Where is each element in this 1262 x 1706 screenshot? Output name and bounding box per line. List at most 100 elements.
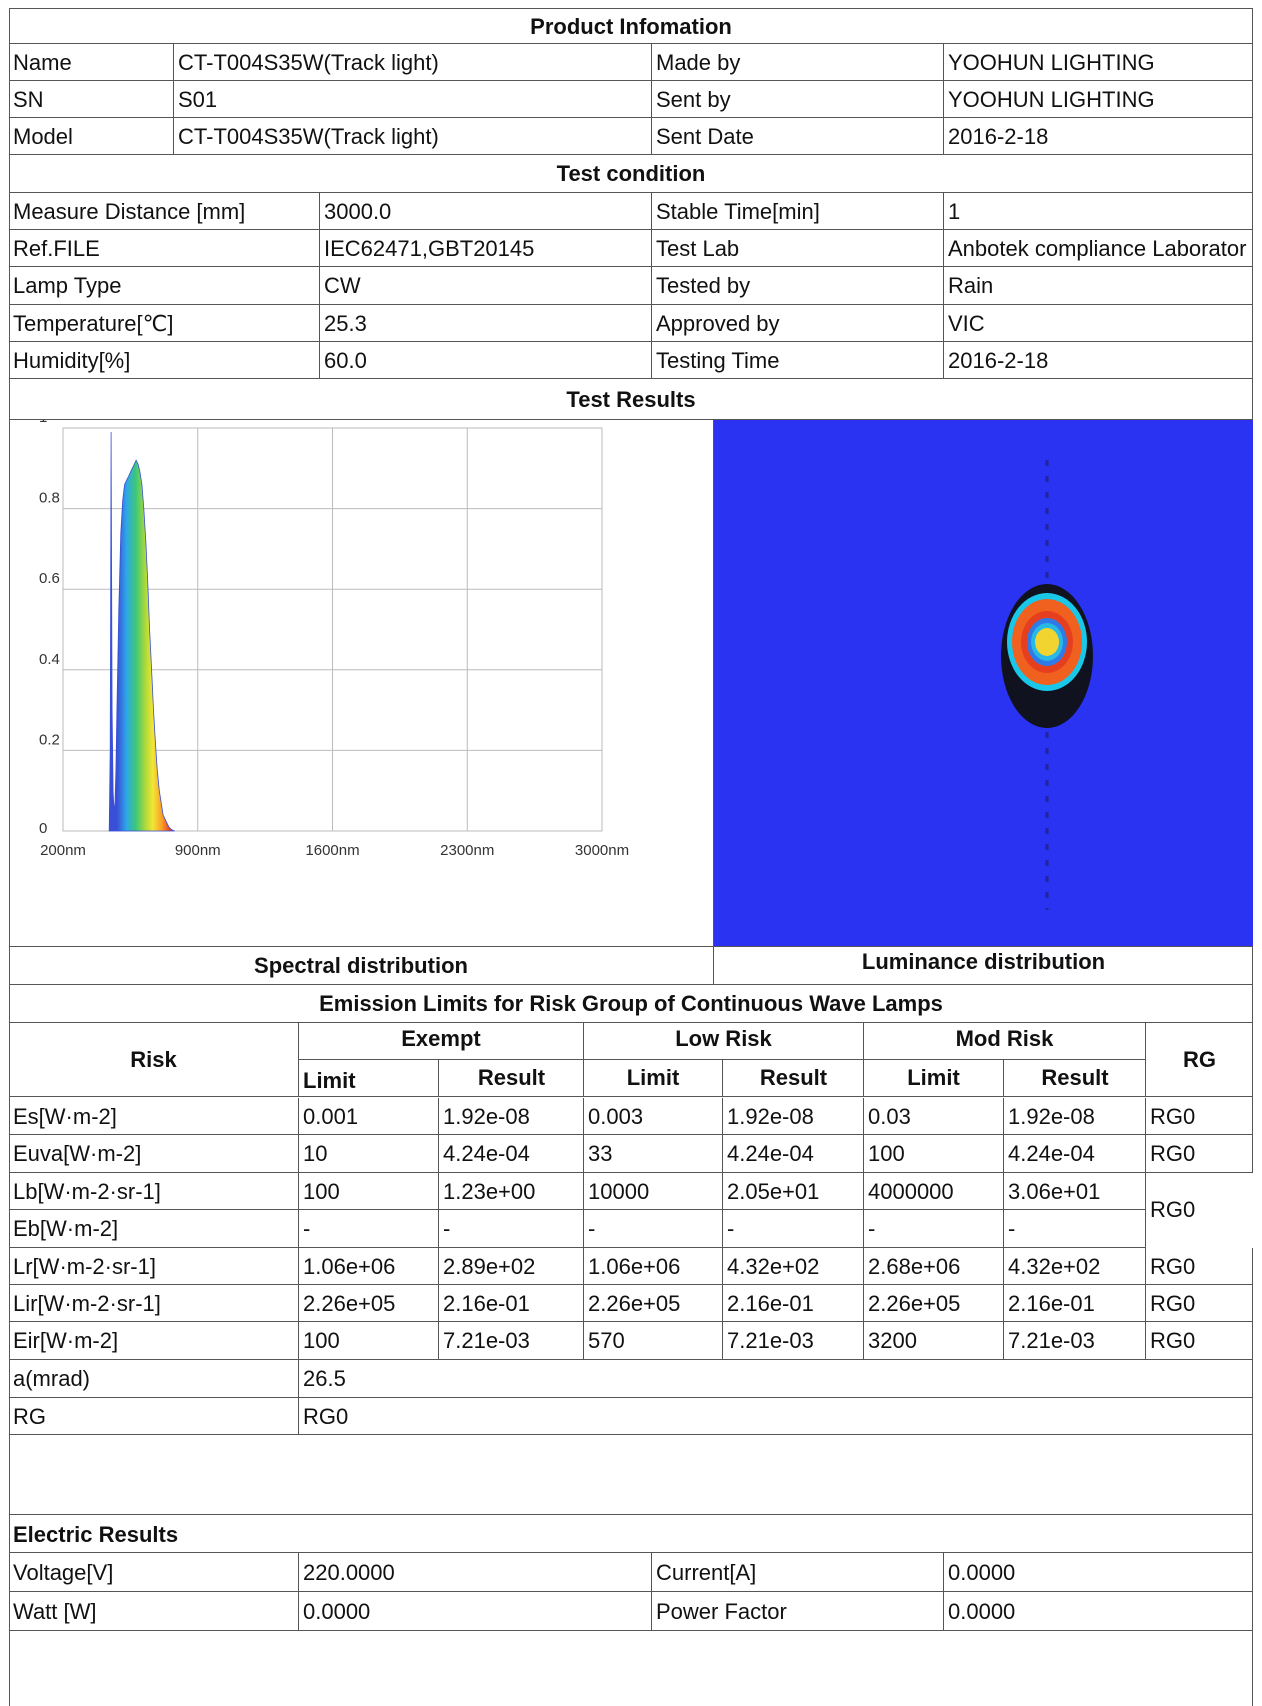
measure-distance-value: 3000.0 (320, 193, 652, 229)
testing-time-value: 2016-2-18 (948, 348, 1049, 373)
power-factor-label: Power Factor (652, 1592, 944, 1630)
made-by-value: YOOHUN LIGHTING (948, 50, 1155, 75)
sent-by-label: Sent by (652, 81, 944, 117)
limit-cell: 2.26e+05 (864, 1285, 1004, 1322)
emission-row: Eb[W·m-2] - - - - - - (9, 1210, 1253, 1248)
limit-cell: - (299, 1210, 439, 1247)
result-cell: 7.21e-03 (723, 1322, 864, 1359)
temperature-value: 25.3 (320, 305, 652, 341)
low-risk-header: Low Risk (584, 1023, 863, 1060)
emission-col-header: Risk Exempt Limit Result Low Risk Limit … (9, 1023, 1253, 1097)
sent-date-value: 2016-2-18 (948, 124, 1049, 149)
exempt-result-header: Result (477, 1065, 546, 1090)
sn-value: S01 (174, 81, 652, 117)
spectrum-series-0 (108, 431, 175, 832)
risk-name: Eb[W·m-2] (9, 1210, 299, 1247)
ref-file-label: Ref.FILE (9, 230, 320, 266)
result-cell: 1.92e-08 (1004, 1098, 1146, 1135)
luminance-image (714, 420, 1253, 946)
emission-header: Emission Limits for Risk Group of Contin… (9, 985, 1253, 1023)
test-results-title: Test Results (566, 387, 696, 412)
rg-cell: RG0 (1150, 1291, 1196, 1316)
chart-y-tick-label: 0.8 (39, 490, 60, 507)
power-factor-value: 0.0000 (948, 1599, 1016, 1624)
product-info-row: Name CT-T004S35W(Track light) Made by YO… (9, 44, 1253, 81)
chart-y-tick-label: 1 (39, 420, 47, 426)
luminance-image-panel (714, 420, 1253, 946)
result-cell: 2.16e-01 (439, 1285, 584, 1322)
risk-name: Lir[W·m-2·sr-1] (9, 1285, 299, 1322)
chart-y-tick-label: 0.2 (39, 731, 60, 748)
result-cell: - (439, 1210, 584, 1247)
chart-gridlines (62, 427, 603, 832)
testing-time-label: Testing Time (652, 342, 944, 378)
sn-label: SN (9, 81, 174, 117)
temperature-label: Temperature[℃] (9, 305, 320, 341)
made-by-label: Made by (652, 44, 944, 80)
sent-by-value: YOOHUN LIGHTING (948, 87, 1155, 112)
current-value: 0.0000 (948, 1560, 1016, 1585)
current-label: Current[A] (652, 1553, 944, 1591)
electric-title: Electric Results (13, 1522, 179, 1547)
rg-summary-label: RG (9, 1398, 299, 1434)
limit-cell: 2.26e+05 (584, 1285, 723, 1322)
limit-cell: 0.001 (299, 1098, 439, 1135)
result-cell: 2.16e-01 (723, 1285, 864, 1322)
low-risk-group: Low Risk Limit Result (584, 1023, 864, 1096)
stable-time-value: 1 (948, 199, 961, 224)
mod-risk-header: Mod Risk (864, 1023, 1145, 1060)
rg-summary-value: RG0 (303, 1404, 349, 1429)
chart-x-tick-labels: 200nm 900nm 1600nm 2300nm 3000nm (40, 842, 629, 859)
emission-row: Lb[W·m-2·sr-1] 100 1.23e+00 10000 2.05e+01 40… (9, 1172, 1253, 1248)
result-cell: - (723, 1210, 864, 1247)
voltage-value: 220.0000 (299, 1553, 652, 1591)
chart-captions-row: Spectral distribution Luminance distribu… (9, 947, 1253, 985)
watt-label: Watt [W] (9, 1592, 299, 1630)
lamp-type-value: CW (320, 267, 652, 304)
voltage-label: Voltage[V] (9, 1553, 299, 1591)
result-cell: 7.21e-03 (1004, 1322, 1146, 1359)
limit-cell: 33 (584, 1135, 723, 1172)
ref-file-value: IEC62471,GBT20145 (320, 230, 652, 266)
luminance-spot (1001, 460, 1093, 910)
tested-by-label: Tested by (652, 267, 944, 304)
emission-row: Lir[W·m-2·sr-1] 2.26e+05 2.16e-01 2.26e+05 2… (9, 1285, 1253, 1323)
spectral-chart-panel: 200nm 900nm 1600nm 2300nm 3000nm 0 0.2 0.4 0.6 0… (9, 420, 714, 946)
luminance-caption: Luminance distribution (861, 949, 1106, 974)
rg-cell: RG0 (1150, 1141, 1196, 1167)
electric-row: Watt [W] 0.0000 Power Factor 0.0000 (9, 1592, 1253, 1631)
test-results-header: Test Results (9, 379, 1253, 420)
chart-y-tick-label: 0 (39, 820, 47, 837)
result-cell: 2.05e+01 (723, 1172, 864, 1210)
chart-x-tick-label: 900nm (175, 842, 221, 859)
model-label: Model (9, 118, 174, 154)
emission-row: Eir[W·m-2] 100 7.21e-03 570 7.21e-03 3200 7.21… (9, 1322, 1253, 1360)
result-cell: 4.24e-04 (1004, 1135, 1146, 1172)
exempt-group: Exempt Limit Result (299, 1023, 584, 1096)
rg-summary-row: RG RG0 (9, 1398, 1253, 1435)
test-condition-row: Lamp Type CW Tested by Rain (9, 267, 1253, 305)
test-condition-title: Test condition (556, 161, 706, 186)
result-cell: 7.21e-03 (439, 1322, 584, 1359)
stable-time-label: Stable Time[min] (652, 193, 944, 229)
rg-cell: RG0 (1150, 1104, 1196, 1129)
exempt-limit-header: Limit (299, 1060, 439, 1096)
test-lab-value: Anbotek compliance Laborator (948, 236, 1247, 261)
a-mrad-label: a(mrad) (9, 1360, 299, 1397)
limit-cell: - (584, 1210, 723, 1247)
limit-cell: 10 (299, 1135, 439, 1172)
limit-cell: 100 (299, 1322, 439, 1359)
rg-cell: RG0 (1150, 1253, 1196, 1279)
spectral-chart: 200nm 900nm 1600nm 2300nm 3000nm 00.20.40.60… (39, 420, 629, 859)
sent-date-label: Sent Date (652, 118, 944, 154)
a-mrad-row: a(mrad) 26.5 (9, 1360, 1253, 1398)
product-info-row: SN S01 Sent by YOOHUN LIGHTING (9, 81, 1253, 118)
limit-cell: 0.03 (864, 1098, 1004, 1135)
emission-row: Es[W·m-2] 0.001 1.92e-08 0.003 1.92e-08 0.03 1… (9, 1098, 1253, 1136)
blank-spacer (9, 1435, 1253, 1515)
measure-distance-label: Measure Distance [mm] (9, 193, 320, 229)
name-label: Name (9, 44, 174, 80)
humidity-value: 60.0 (320, 342, 652, 378)
rg-header: RG (1183, 1047, 1216, 1072)
rg-cell: RG0 (1150, 1328, 1196, 1354)
